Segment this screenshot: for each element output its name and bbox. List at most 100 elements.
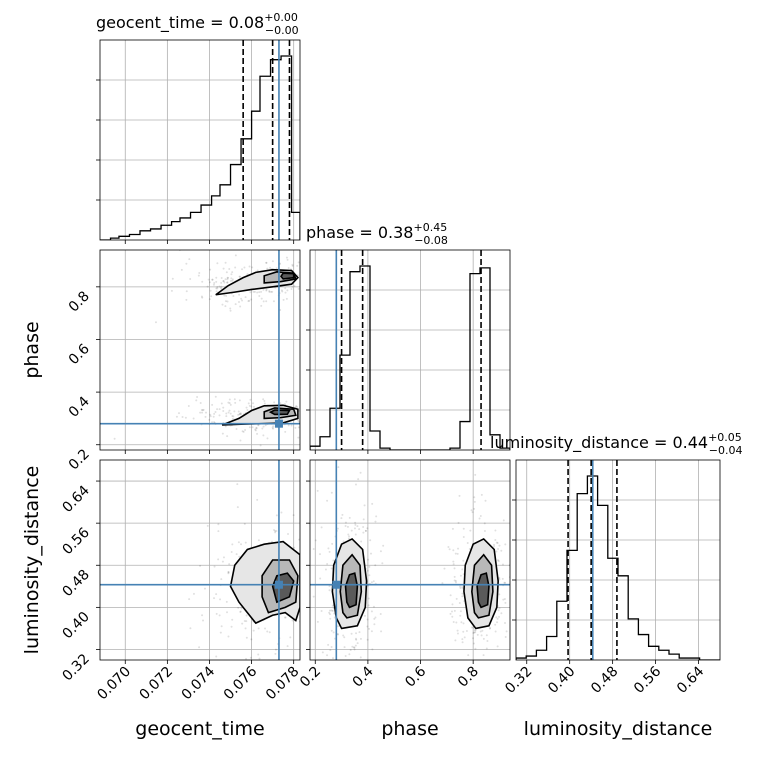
sample-point: [359, 637, 362, 640]
sample-point: [359, 656, 362, 659]
sample-point: [223, 281, 226, 284]
sample-point: [227, 570, 230, 573]
sample-point: [465, 630, 468, 633]
sample-point: [234, 401, 237, 404]
sample-point: [459, 614, 462, 617]
sample-point: [272, 300, 275, 303]
sample-point: [327, 643, 330, 646]
sample-point: [212, 415, 215, 418]
sample-point: [362, 531, 365, 534]
sample-point: [354, 483, 357, 486]
sample-point: [283, 403, 286, 406]
sample-point: [303, 535, 305, 537]
sample-point: [347, 533, 350, 536]
sample-point: [238, 413, 241, 416]
sample-point: [462, 535, 465, 538]
sample-point: [295, 404, 298, 407]
sample-point: [289, 636, 292, 639]
sample-point: [371, 502, 374, 505]
sample-point: [504, 622, 507, 625]
sample-point: [326, 499, 329, 502]
sample-point: [372, 580, 375, 583]
sample-point: [302, 633, 304, 635]
sample-point: [227, 572, 230, 575]
sample-point: [363, 614, 366, 617]
sample-point: [291, 263, 294, 266]
sample-point: [246, 273, 249, 276]
sample-point: [265, 261, 268, 264]
sample-point: [466, 542, 469, 545]
sample-point: [336, 633, 339, 636]
sample-point: [369, 539, 372, 542]
sample-point: [247, 402, 250, 405]
sample-point: [496, 621, 499, 624]
sample-point: [451, 603, 454, 606]
sample-point: [311, 610, 313, 612]
plot-layer: [100, 40, 720, 660]
sample-point: [330, 491, 333, 494]
sample-point: [216, 285, 219, 288]
sample-point: [293, 284, 296, 287]
sample-point: [226, 281, 229, 284]
sample-point: [318, 432, 320, 434]
sample-point: [344, 654, 347, 657]
sample-point: [356, 525, 359, 528]
sample-point: [497, 609, 500, 612]
sample-point: [215, 593, 218, 596]
y-tick-label: 0.64: [59, 483, 92, 516]
sample-point: [207, 278, 210, 281]
sample-point: [257, 424, 260, 427]
sample-point: [234, 266, 237, 269]
sample-point: [237, 410, 240, 413]
contour-outer: [463, 537, 499, 630]
sample-point: [238, 555, 241, 558]
sample-point: [231, 271, 234, 274]
sample-point: [224, 425, 227, 428]
y-tick-label: 0.48: [59, 567, 92, 600]
sample-point: [284, 291, 287, 294]
sample-point: [502, 519, 505, 522]
sample-point: [341, 513, 344, 516]
x-tick-label: 0.078: [263, 664, 303, 704]
sample-point: [364, 529, 367, 532]
sample-point: [216, 408, 219, 411]
sample-point: [494, 529, 497, 532]
sample-point: [462, 630, 465, 633]
sample-point: [302, 270, 304, 272]
sample-point: [285, 256, 288, 259]
sample-point: [215, 655, 218, 658]
sample-point: [316, 293, 318, 295]
sample-point: [344, 521, 347, 524]
sample-point: [382, 544, 385, 547]
sample-point: [480, 493, 483, 496]
sample-point: [304, 604, 306, 606]
sample-point: [306, 411, 308, 413]
sample-point: [325, 410, 327, 412]
sample-point: [503, 581, 506, 584]
sample-point: [328, 611, 331, 614]
sample-point: [237, 606, 240, 609]
sample-point: [217, 530, 220, 533]
sample-point: [286, 289, 289, 292]
grid-layer: [100, 40, 720, 660]
sample-point: [305, 603, 307, 605]
sample-point: [226, 276, 229, 279]
sample-point: [220, 625, 223, 628]
sample-point: [322, 406, 324, 408]
sample-point: [318, 619, 320, 621]
sample-point: [286, 645, 289, 648]
sample-point: [298, 538, 300, 541]
sample-point: [324, 576, 326, 578]
sample-point: [220, 285, 223, 288]
sample-point: [293, 546, 296, 549]
sample-point: [221, 303, 224, 306]
sample-point: [221, 432, 224, 435]
sample-point: [322, 268, 324, 270]
sample-point: [202, 619, 205, 622]
sample-point: [220, 277, 223, 280]
sample-point: [215, 612, 218, 615]
sample-point: [249, 291, 252, 294]
sample-point: [264, 627, 267, 630]
sample-point: [215, 280, 218, 283]
sample-point: [229, 309, 232, 312]
